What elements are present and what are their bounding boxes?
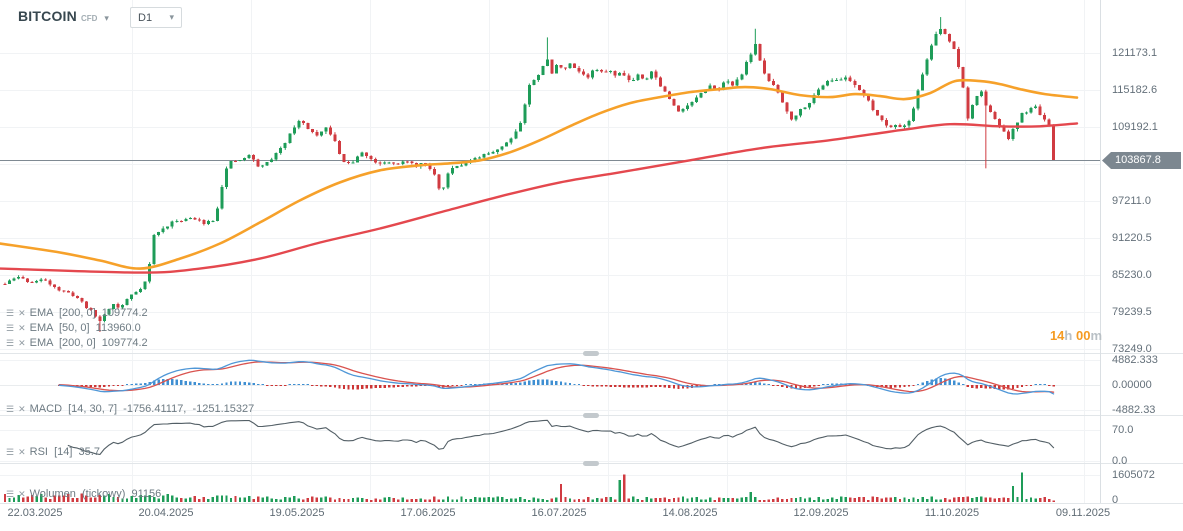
indicator-remove-icon[interactable]: ✕ xyxy=(18,308,26,318)
pane-resize-handle-volume[interactable] xyxy=(583,461,599,466)
countdown-hours-suffix: h xyxy=(1064,328,1076,343)
volume-axis-label: 1605072 xyxy=(1112,469,1155,481)
countdown-minutes-suffix: m xyxy=(1090,328,1102,343)
date-axis-label: 12.09.2025 xyxy=(793,507,849,519)
indicator-settings-icon[interactable]: ☰ xyxy=(6,489,15,499)
macd-axis-label: 4882.333 xyxy=(1112,354,1158,366)
price-axis-label: 85230.0 xyxy=(1112,269,1152,281)
current-price-tag: 103867.8 xyxy=(1102,152,1181,169)
indicator-settings-icon[interactable]: ☰ xyxy=(6,308,15,318)
symbol-name: BITCOIN xyxy=(18,8,77,24)
chevron-down-icon: ▾ xyxy=(169,12,174,22)
indicator-legend-volume: ☰ ✕ Wolumen (tickowy) 91156 xyxy=(6,487,161,501)
macd-axis-label: 0.00000 xyxy=(1112,379,1152,391)
indicator-legend-macd: ☰ ✕ MACD [14, 30, 7] -1756.41117, -1251.… xyxy=(6,402,254,416)
indicator-label: Wolumen (tickowy) 91156 xyxy=(29,488,162,500)
indicator-legend-ema200-a: ☰ ✕ EMA [200, 0] 109774.2 xyxy=(6,306,148,320)
indicator-remove-icon[interactable]: ✕ xyxy=(18,338,26,348)
indicator-settings-icon[interactable]: ☰ xyxy=(6,338,15,348)
date-axis-label: 11.10.2025 xyxy=(924,507,980,519)
timeframe-select[interactable]: D1 ▾ xyxy=(130,7,182,28)
date-axis-label: 09.11.2025 xyxy=(1055,507,1111,519)
indicator-legend-ema200-b: ☰ ✕ EMA [200, 0] 109774.2 xyxy=(6,336,148,350)
pane-resize-handle-rsi[interactable] xyxy=(583,413,599,418)
candle-countdown: 14h 00m xyxy=(1050,328,1102,343)
price-axis-label: 115182.6 xyxy=(1112,84,1158,96)
timeframe-value: D1 xyxy=(138,11,153,24)
price-axis[interactable]: 121173.1 115182.6 109192.1 97211.0 91220.5 85… xyxy=(1100,0,1183,520)
indicator-legend-ema50: ☰ ✕ EMA [50, 0] 113960.0 xyxy=(6,321,141,335)
rsi-axis-label: 0.0 xyxy=(1112,455,1128,467)
countdown-hours: 14 xyxy=(1049,328,1065,343)
price-axis-label: 73249.0 xyxy=(1112,343,1152,355)
price-axis-label: 91220.5 xyxy=(1112,232,1152,244)
date-axis-label: 22.03.2025 xyxy=(7,507,63,519)
indicator-settings-icon[interactable]: ☰ xyxy=(6,447,15,457)
countdown-minutes: 00 xyxy=(1075,328,1091,343)
date-axis-label: 17.06.2025 xyxy=(400,507,456,519)
date-axis-label: 16.07.2025 xyxy=(531,507,587,519)
chevron-down-icon: ▾ xyxy=(104,13,109,23)
indicator-label: RSI [14] 35.7 xyxy=(29,446,100,458)
indicator-label: EMA [200, 0] 109774.2 xyxy=(29,337,148,349)
indicator-remove-icon[interactable]: ✕ xyxy=(18,447,26,457)
rsi-axis-label: 70.0 xyxy=(1112,424,1134,436)
indicator-label: EMA [200, 0] 109774.2 xyxy=(29,307,148,319)
indicator-remove-icon[interactable]: ✕ xyxy=(18,323,26,333)
date-axis-label: 19.05.2025 xyxy=(269,507,325,519)
volume-axis-label: 0 xyxy=(1112,494,1119,506)
time-axis[interactable]: 22.03.2025 20.04.2025 19.05.2025 17.06.2025… xyxy=(0,503,1183,531)
price-axis-label: 79239.5 xyxy=(1112,306,1152,318)
symbol-selector[interactable]: BITCOIN CFD ▾ xyxy=(18,8,109,24)
date-axis-label: 14.08.2025 xyxy=(662,507,718,519)
indicator-remove-icon[interactable]: ✕ xyxy=(18,489,26,499)
date-axis-label: 20.04.2025 xyxy=(138,507,194,519)
indicator-settings-icon[interactable]: ☰ xyxy=(6,404,15,414)
macd-axis-label: -4882.33 xyxy=(1112,404,1156,416)
pane-resize-handle-macd[interactable] xyxy=(583,351,599,356)
indicator-remove-icon[interactable]: ✕ xyxy=(18,404,26,414)
instrument-type-label: CFD xyxy=(80,14,98,23)
indicator-settings-icon[interactable]: ☰ xyxy=(6,323,15,333)
indicator-legend-rsi: ☰ ✕ RSI [14] 35.7 xyxy=(6,445,100,459)
price-axis-label: 97211.0 xyxy=(1112,195,1151,207)
indicator-label: MACD [14, 30, 7] -1756.41117, -1251.1532… xyxy=(29,403,255,415)
indicator-label: EMA [50, 0] 113960.0 xyxy=(29,322,141,334)
price-axis-label: 109192.1 xyxy=(1112,121,1158,133)
price-axis-label: 121173.1 xyxy=(1112,47,1158,59)
